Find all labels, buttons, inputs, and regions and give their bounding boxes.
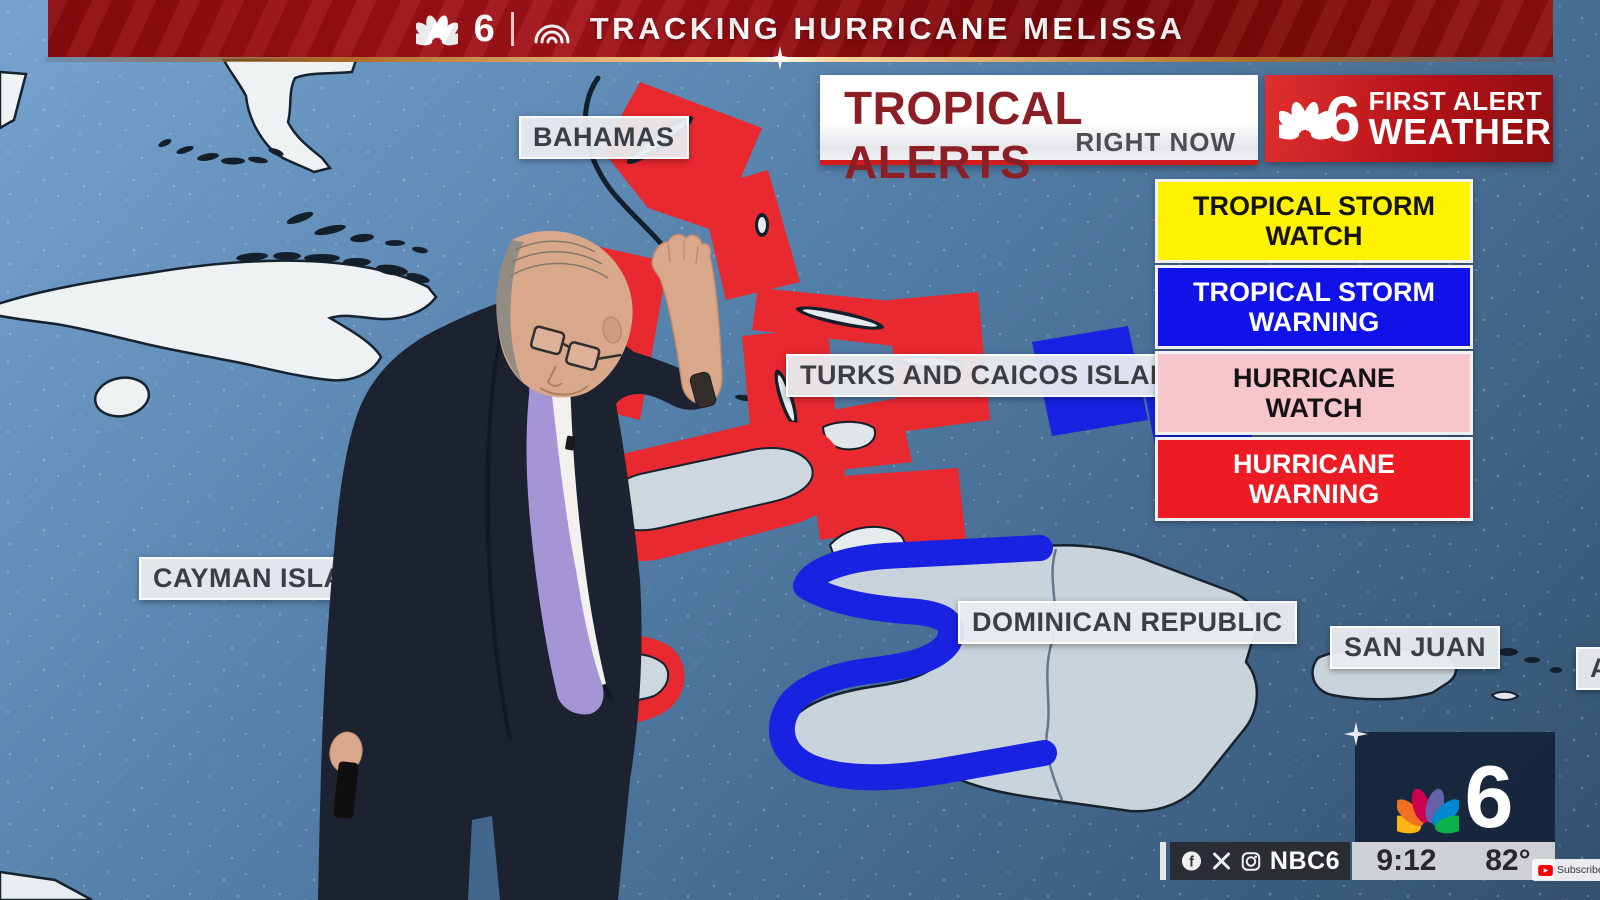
florida-land: [221, 58, 358, 174]
clock-time: 9:12: [1376, 844, 1437, 877]
first-alert-weather-badge: 6 FIRST ALERT WEATHER: [1265, 75, 1553, 162]
facebook-icon: f: [1181, 851, 1202, 871]
nose-line: [546, 365, 563, 387]
haiti-warning-outline: [768, 535, 1057, 791]
andros-coastline: [582, 75, 671, 255]
trouser-gap: [468, 816, 500, 900]
landmasses: [0, 58, 438, 900]
badge-line2: WEATHER: [1368, 110, 1552, 152]
ticker-accent-bar: [1160, 842, 1166, 880]
x-icon: [1212, 852, 1230, 870]
legend-hurricane-warning: HURRICANE WARNING: [1155, 437, 1473, 521]
weatherman-ear: [602, 316, 622, 344]
banner-underline: [45, 57, 1555, 62]
banner-station-number: 6: [474, 10, 495, 48]
glasses: [529, 325, 622, 371]
legend-tropical-storm-warning: TROPICAL STORM WARNING: [1155, 265, 1473, 349]
map-label-bahamas: BAHAMAS: [519, 116, 689, 159]
subscribe-button[interactable]: Subscribe: [1532, 859, 1600, 881]
alerts-subtitle: RIGHT NOW: [1075, 127, 1236, 157]
gulf-coast-fragment: [0, 70, 28, 130]
cuba-warning-ring: [575, 420, 845, 562]
legend-label: TROPICAL STORM WARNING: [1192, 276, 1435, 337]
breaking-banner: 6 TRACKING HURRICANE MELISSA: [48, 0, 1553, 57]
map-label-san-juan: SAN JUAN: [1330, 626, 1501, 669]
legend-tropical-storm-watch: TROPICAL STORM WATCH: [1155, 179, 1473, 263]
banner-divider: [510, 11, 514, 46]
chin-line: [539, 385, 589, 396]
lapel-line-left: [485, 301, 512, 741]
cuba-land: [0, 259, 438, 382]
badge-line1: FIRST ALERT: [1368, 85, 1543, 116]
legend-label: TROPICAL STORM WATCH: [1192, 190, 1435, 251]
weatherman-forearm: [651, 233, 723, 405]
svg-text:f: f: [1189, 855, 1194, 871]
social-bar: f NBC6: [1170, 842, 1350, 880]
pr-south-islet: [1490, 690, 1520, 701]
legend-label: HURRICANE WARNING: [1233, 448, 1395, 509]
hair-strands: [509, 240, 609, 279]
badge-station-number: 6: [1325, 82, 1361, 155]
banner-texture: [48, 0, 1553, 57]
bottom-left-land: [0, 870, 93, 900]
remote-control: [333, 761, 359, 819]
temperature: 82°: [1485, 844, 1531, 877]
station-logo-box: 6: [1355, 732, 1555, 842]
tie-blade: [526, 360, 604, 715]
legend-hurricane-watch: HURRICANE WATCH: [1155, 351, 1473, 435]
youtube-icon: [1538, 864, 1553, 876]
legend-label: HURRICANE WATCH: [1233, 362, 1395, 423]
map-label-partial-right: A: [1576, 647, 1600, 690]
logo-station-number: 6: [1464, 746, 1514, 846]
nbc-peacock-color-icon: [1396, 788, 1459, 834]
time-temp-box: 9:12 82°: [1352, 842, 1555, 880]
logo-sparkle: [1344, 722, 1368, 746]
banner-sparkle: [768, 46, 792, 70]
banner-title: TRACKING HURRICANE MELISSA: [590, 11, 1186, 47]
subscribe-label: Subscribe: [1557, 864, 1600, 876]
isla-juventud: [93, 376, 151, 418]
weatherman-hair: [496, 240, 524, 382]
map-label-turks: TURKS AND CAICOS ISLANDS: [786, 354, 1223, 397]
weatherman-suit: [318, 300, 715, 900]
nbc-peacock-icon: [1279, 101, 1331, 139]
instagram-icon: [1241, 851, 1261, 871]
wrist-watch: [689, 371, 717, 409]
tie-mic-clip: [565, 435, 576, 451]
finger-lines: [667, 240, 699, 265]
station-handle: NBC6: [1269, 846, 1340, 875]
map-label-cayman: CAYMAN ISLA: [139, 557, 358, 600]
alerts-title: TROPICAL ALERTS: [844, 82, 1083, 188]
sunrise-arcs-icon: [534, 24, 570, 43]
nbc-peacock-icon: [415, 14, 458, 45]
tropical-alerts-panel: TROPICAL ALERTS RIGHT NOW: [820, 75, 1258, 188]
map-label-dominican: DOMINICAN REPUBLIC: [958, 601, 1297, 644]
